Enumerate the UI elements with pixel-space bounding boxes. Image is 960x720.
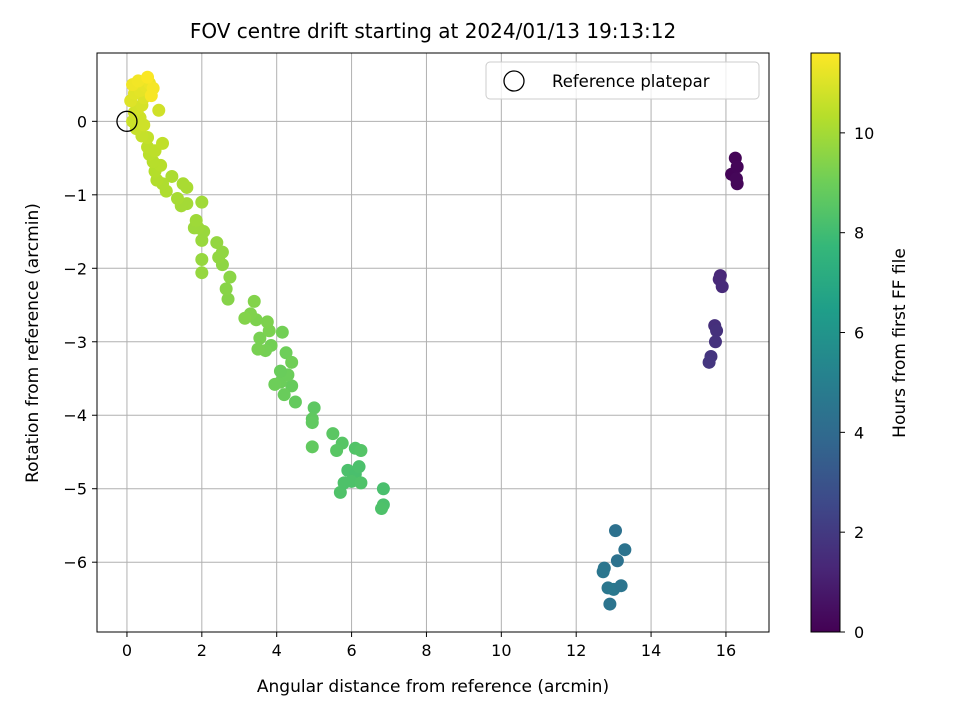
data-point xyxy=(268,377,282,391)
data-point xyxy=(195,252,209,266)
data-point xyxy=(702,355,716,369)
data-point xyxy=(219,282,233,296)
data-point xyxy=(288,395,302,409)
data-point xyxy=(618,543,632,557)
y-tick-label: 0 xyxy=(77,112,87,131)
data-point xyxy=(603,597,617,611)
x-tick-label: 2 xyxy=(197,641,207,660)
data-point xyxy=(305,416,319,430)
legend: Reference platepar xyxy=(485,61,760,100)
y-tick-label: −5 xyxy=(63,480,87,499)
data-point xyxy=(152,103,166,117)
legend-box xyxy=(485,61,760,100)
data-point xyxy=(210,236,224,250)
x-tick-label: 16 xyxy=(716,641,736,660)
colorbar xyxy=(810,52,841,633)
data-point xyxy=(221,292,235,306)
data-point xyxy=(176,177,190,191)
reference-marker xyxy=(116,110,138,132)
data-point xyxy=(195,266,209,280)
colorbar-tick-label: 4 xyxy=(854,423,864,442)
data-point xyxy=(223,270,237,284)
y-tick-label: −1 xyxy=(63,186,87,205)
y-tick-label: −2 xyxy=(63,259,87,278)
data-point xyxy=(279,346,293,360)
colorbar-label: Hours from first FF file xyxy=(890,248,910,438)
colorbar-tick-label: 2 xyxy=(854,523,864,542)
data-point xyxy=(352,460,366,474)
colorbar-tick-label: 6 xyxy=(854,324,864,343)
data-point xyxy=(354,444,368,458)
data-point xyxy=(165,169,179,183)
data-point xyxy=(610,554,624,568)
data-point xyxy=(330,444,344,458)
data-point xyxy=(285,355,299,369)
x-tick-label: 6 xyxy=(346,641,356,660)
x-tick-label: 14 xyxy=(641,641,661,660)
data-point xyxy=(156,136,170,150)
chart-title: FOV centre drift starting at 2024/01/13 … xyxy=(190,19,676,43)
data-points xyxy=(124,70,744,611)
data-point xyxy=(253,331,267,345)
x-axis-label: Angular distance from reference (arcmin) xyxy=(257,677,609,697)
y-axis-ticks: 0 −1 −2 −3 −4 −5 −6 xyxy=(63,112,97,572)
y-tick-label: −4 xyxy=(63,406,87,425)
data-point xyxy=(247,294,261,308)
data-point xyxy=(195,195,209,209)
plot-frame xyxy=(96,52,770,633)
data-point xyxy=(609,524,623,538)
data-point xyxy=(273,364,287,378)
data-point xyxy=(710,324,724,338)
colorbar-tick-label: 0 xyxy=(854,623,864,642)
y-tick-label: −3 xyxy=(63,333,87,352)
data-point xyxy=(170,191,184,205)
data-point xyxy=(285,379,299,393)
colorbar-tick-label: 8 xyxy=(854,224,864,243)
data-point xyxy=(275,325,289,339)
x-tick-label: 12 xyxy=(566,641,586,660)
data-point xyxy=(375,502,389,516)
x-tick-label: 8 xyxy=(421,641,431,660)
x-tick-label: 4 xyxy=(272,641,282,660)
legend-label: Reference platepar xyxy=(552,72,710,91)
data-point xyxy=(307,401,321,415)
data-point xyxy=(354,476,368,490)
data-point xyxy=(251,342,265,356)
data-point xyxy=(144,89,158,103)
x-tick-label: 10 xyxy=(491,641,511,660)
data-point xyxy=(715,280,729,294)
data-point xyxy=(708,335,722,349)
y-tick-label: −6 xyxy=(63,553,87,572)
grid-lines xyxy=(97,53,769,632)
x-tick-label: 0 xyxy=(122,641,132,660)
data-point xyxy=(189,214,203,228)
data-point xyxy=(260,315,274,329)
data-point xyxy=(277,388,291,402)
data-point xyxy=(305,440,319,454)
x-axis-ticks: 0 2 4 6 8 10 12 14 16 xyxy=(122,632,736,660)
data-point xyxy=(729,172,743,186)
reference-point xyxy=(116,110,138,132)
colorbar-tick-label: 10 xyxy=(854,124,874,143)
legend-open-circle-icon xyxy=(503,70,525,92)
data-point xyxy=(326,427,340,441)
colorbar-ticks: 0 2 4 6 8 10 xyxy=(840,124,874,642)
y-axis-label: Rotation from reference (arcmin) xyxy=(23,203,43,483)
data-point xyxy=(141,70,155,84)
data-point xyxy=(730,160,744,174)
data-point xyxy=(215,245,229,259)
data-point xyxy=(614,579,628,593)
data-point xyxy=(376,482,390,496)
data-point xyxy=(596,565,610,579)
data-point xyxy=(238,311,252,325)
data-point xyxy=(137,118,151,132)
